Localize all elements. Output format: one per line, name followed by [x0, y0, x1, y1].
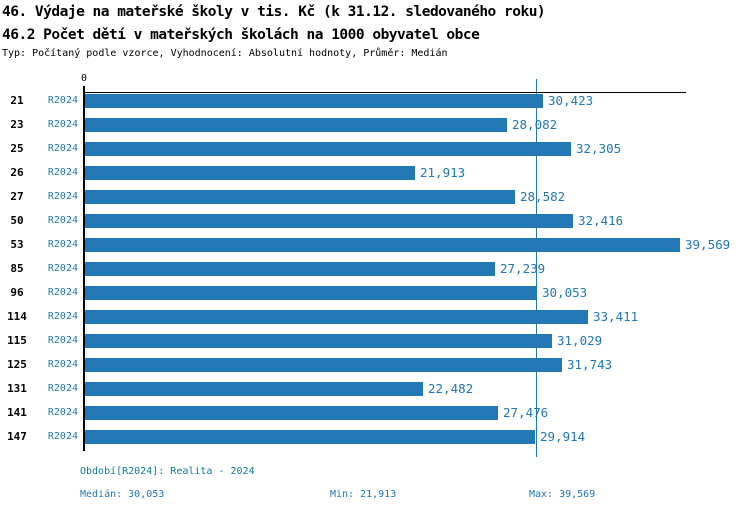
bar-value-label: 31,029	[557, 333, 603, 348]
row-category-label: 23	[10, 118, 24, 131]
bar-value-label: 32,305	[576, 141, 622, 156]
footer-min-label: Min: 21,913	[330, 489, 397, 500]
row-series-label: R2024	[47, 287, 78, 298]
bar-value-label: 39,569	[685, 237, 731, 252]
bar	[85, 262, 495, 276]
row-series-label: R2024	[47, 311, 78, 322]
bar	[85, 94, 543, 108]
bar	[85, 382, 423, 396]
row-category-label: 85	[10, 262, 24, 275]
row-category-label: 50	[10, 214, 24, 227]
row-category-label: 141	[7, 406, 27, 419]
row-series-label: R2024	[47, 431, 78, 442]
bar	[85, 142, 571, 156]
row-series-label: R2024	[47, 95, 78, 106]
bar-value-label: 31,743	[567, 357, 613, 372]
bar-value-label: 27,239	[500, 261, 546, 276]
bar	[85, 214, 573, 228]
row-category-label: 147	[7, 430, 27, 443]
bar	[85, 406, 498, 420]
row-category-label: 131	[7, 382, 27, 395]
x-axis-zero-tick-label: 0	[80, 73, 88, 84]
bar-value-label: 33,411	[593, 309, 639, 324]
footer-median-label: Medián: 30,053	[80, 489, 165, 500]
row-series-label: R2024	[47, 119, 78, 130]
bar-value-label: 21,913	[420, 165, 466, 180]
chart-title-line2: 46.2 Počet dětí v mateřských školách na …	[2, 27, 480, 43]
row-category-label: 27	[10, 190, 24, 203]
row-category-label: 26	[10, 166, 24, 179]
row-series-label: R2024	[47, 383, 78, 394]
bar-value-label: 22,482	[428, 381, 474, 396]
bar	[85, 286, 537, 300]
bar-value-label: 30,053	[542, 285, 588, 300]
median-reference-line	[536, 79, 537, 457]
row-category-label: 114	[7, 310, 27, 323]
row-series-label: R2024	[47, 263, 78, 274]
chart-meta-line: Typ: Počítaný podle vzorce, Vyhodnocení:…	[2, 48, 448, 59]
x-axis-line	[84, 92, 686, 93]
bar-value-label: 27,476	[503, 405, 549, 420]
row-series-label: R2024	[47, 335, 78, 346]
bar-value-label: 32,416	[578, 213, 624, 228]
footer-period-label: Období[R2024]: Realita - 2024	[80, 466, 255, 477]
y-axis-line	[83, 86, 85, 451]
row-series-label: R2024	[47, 407, 78, 418]
bar	[85, 190, 515, 204]
bar	[85, 118, 507, 132]
bar-value-label: 28,582	[520, 189, 566, 204]
row-series-label: R2024	[47, 167, 78, 178]
row-series-label: R2024	[47, 239, 78, 250]
bar	[85, 430, 535, 444]
bar-value-label: 30,423	[548, 93, 594, 108]
bar	[85, 166, 415, 180]
bar-value-label: 29,914	[540, 429, 586, 444]
row-category-label: 96	[10, 286, 24, 299]
bar	[85, 334, 552, 348]
row-series-label: R2024	[47, 143, 78, 154]
chart-title-line1: 46. Výdaje na mateřské školy v tis. Kč (…	[2, 4, 546, 20]
bar	[85, 358, 562, 372]
bar	[85, 310, 588, 324]
row-category-label: 125	[7, 358, 27, 371]
footer-max-label: Max: 39,569	[529, 489, 596, 500]
row-series-label: R2024	[47, 359, 78, 370]
row-series-label: R2024	[47, 191, 78, 202]
row-category-label: 21	[10, 94, 24, 107]
bar-value-label: 28,082	[512, 117, 558, 132]
bar	[85, 238, 680, 252]
row-category-label: 115	[7, 334, 27, 347]
row-category-label: 53	[10, 238, 24, 251]
row-series-label: R2024	[47, 215, 78, 226]
row-category-label: 25	[10, 142, 24, 155]
